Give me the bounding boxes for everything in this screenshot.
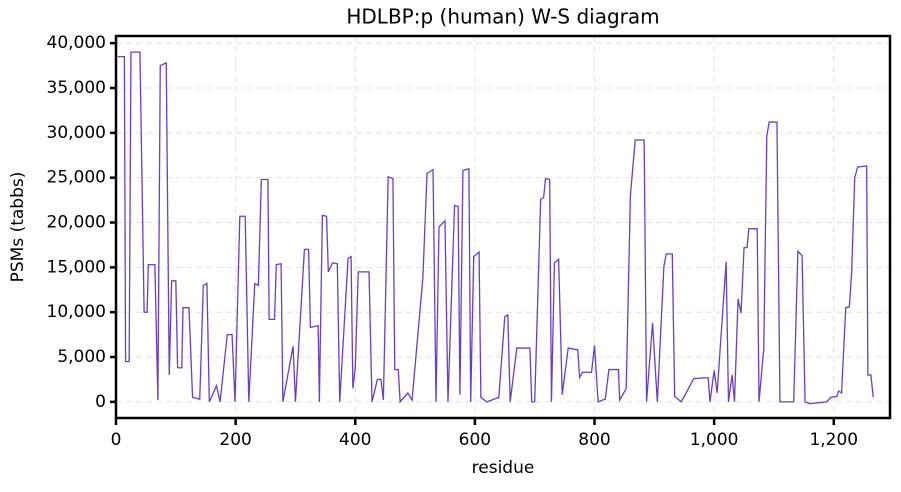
x-tick-label: 0 [111,430,122,450]
x-tick-label: 400 [339,430,371,450]
x-tick-label: 1,000 [690,430,739,450]
y-tick-label: 0 [95,392,106,412]
x-tick-label: 1,200 [809,430,858,450]
x-tick-label: 600 [459,430,491,450]
y-tick-label: 15,000 [47,257,106,277]
y-tick-label: 40,000 [47,33,106,53]
y-tick-label: 10,000 [47,302,106,322]
data-line [117,51,874,405]
grid [115,36,890,418]
y-tick-label: 25,000 [47,168,106,188]
y-axis-label: PSMs (tabbs) [8,172,28,283]
chart-title: HDLBP:p (human) W-S diagram [346,5,659,29]
y-tick-label: 30,000 [47,123,106,143]
y-tick-label: 35,000 [47,78,106,98]
plot-frame [114,34,892,420]
y-tick-label: 5,000 [57,347,106,367]
y-tick-label: 20,000 [47,213,106,233]
plot [117,51,874,405]
x-tick-label: 200 [219,430,251,450]
x-axis-label: residue [472,458,535,478]
x-tick-label: 800 [578,430,610,450]
